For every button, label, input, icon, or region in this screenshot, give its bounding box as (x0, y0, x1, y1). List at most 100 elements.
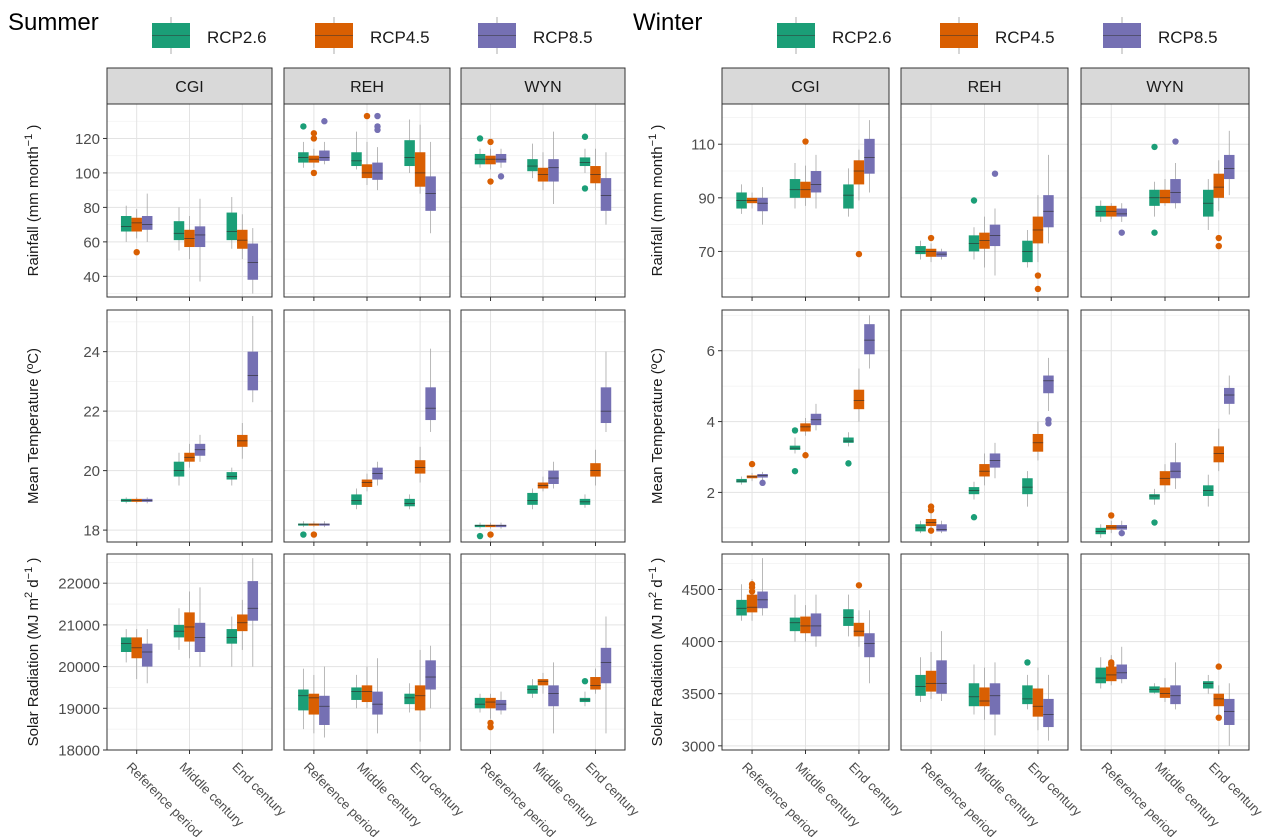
box-rcp85 (1116, 664, 1127, 680)
box-rcp85 (936, 524, 947, 532)
facet-strip-label: WYN (1146, 79, 1183, 96)
box-rcp85 (319, 695, 330, 725)
box-outlier (581, 677, 589, 685)
y-label-sup: 2 (23, 592, 35, 598)
box-rcp45 (590, 677, 601, 690)
box-rcp85 (194, 226, 206, 248)
box-rcp45 (746, 594, 758, 613)
box-outlier (310, 135, 318, 142)
box-outlier (927, 527, 935, 534)
box-rcp45 (979, 687, 990, 707)
box-rcp85 (141, 216, 153, 230)
box-rcp45 (1032, 688, 1044, 717)
season-summer: CGI 40 60 80 100 120 18 20 22 24 18000 19000 20000 21… (58, 67, 643, 837)
y-axis-labels: Rainfall (mm month−1 )Mean Temperature (… (23, 125, 666, 747)
box-rcp26 (1149, 494, 1160, 500)
y-label-text: ) (649, 125, 666, 134)
box-outlier (1118, 529, 1125, 537)
box-rcp85 (1116, 208, 1127, 217)
box-rcp45 (853, 160, 865, 185)
box-outlier (1034, 272, 1042, 279)
y-tick-label: 3500 (682, 686, 715, 703)
panel-temp-reh (283, 309, 451, 546)
box-outlier (791, 427, 799, 434)
box-rcp26 (843, 437, 854, 443)
y-axis-label-rad: Solar Radiation (MJ m2 d−1 ) (647, 558, 666, 747)
box-rcp26 (1203, 681, 1214, 689)
box-outlier (1024, 659, 1031, 666)
y-label-text: Rainfall (mm month (25, 146, 42, 276)
facet-strip-label: REH (350, 79, 384, 96)
y-label-text: Solar Radiation (MJ m (649, 598, 666, 746)
box-rcp45 (485, 697, 496, 709)
y-tick-label: 60 (83, 234, 100, 251)
legends: RCP2.6 RCP4.5 RCP8.5 RCP2.6 RCP4.5 RCP8.5 (152, 17, 1218, 54)
box-rcp26 (789, 179, 801, 198)
box-outlier (1108, 512, 1115, 519)
box-outlier (310, 130, 318, 137)
box-outlier (855, 582, 863, 589)
y-tick-label: 20 (83, 463, 100, 480)
box-outlier (927, 503, 935, 510)
y-tick-label: 110 (691, 137, 715, 154)
box-outlier (802, 452, 809, 459)
box-rcp26 (527, 159, 538, 172)
box-rcp26 (226, 212, 238, 241)
box-outlier (748, 460, 756, 468)
box-rcp26 (915, 246, 926, 255)
y-label-sup: −1 (647, 567, 659, 580)
y-tick-label: 21000 (58, 617, 100, 634)
box-rcp26 (789, 445, 801, 450)
box-rcp45 (361, 685, 373, 703)
facet-strip-label: CGI (791, 79, 819, 96)
facet-panels: CGI4060801001201820222418000190002000021… (58, 67, 1266, 837)
y-tick-label: 90 (698, 190, 715, 207)
panel-rain-wyn (1080, 103, 1250, 301)
box-outlier (1151, 229, 1158, 236)
y-axis-label-rain: Rainfall (mm month−1 ) (23, 125, 42, 277)
box-outlier (1215, 234, 1222, 242)
box-rcp85 (141, 643, 153, 667)
box-rcp45 (414, 685, 426, 711)
y-label-sup: 2 (647, 592, 659, 598)
y-tick-label: 100 (75, 165, 100, 182)
y-axis-label-rad: Solar Radiation (MJ m2 d−1 ) (23, 558, 42, 747)
box-rcp45 (361, 164, 373, 179)
facet-strip-cgi (106, 67, 273, 105)
box-outlier (476, 135, 484, 142)
panel-rain-reh (283, 103, 451, 301)
box-rcp26 (404, 140, 415, 167)
season-titles: Summer Winter (8, 9, 702, 36)
box-outlier (1215, 714, 1222, 721)
y-label-text: ) (649, 558, 666, 567)
box-outlier (487, 138, 494, 146)
box-rcp85 (600, 387, 612, 424)
box-outlier (759, 479, 766, 487)
box-rcp85 (548, 470, 559, 484)
y-label-text: Solar Radiation (MJ m (25, 598, 42, 746)
y-tick-label: 40 (83, 269, 100, 286)
box-rcp45 (308, 523, 320, 526)
box-rcp45 (1213, 173, 1225, 198)
box-rcp26 (474, 697, 486, 709)
box-rcp45 (361, 479, 373, 487)
box-rcp26 (736, 599, 747, 616)
box-outlier (374, 112, 381, 120)
y-label-text: ) (25, 558, 42, 567)
box-rcp26 (298, 689, 309, 711)
y-tick-label: 18 (83, 523, 100, 540)
box-outlier (748, 584, 756, 591)
legend-label: RCP2.6 (207, 28, 267, 47)
y-tick-label: 4 (707, 414, 715, 431)
box-rcp26 (404, 693, 415, 705)
y-label-sup: −1 (23, 134, 35, 147)
box-rcp26 (173, 461, 185, 477)
box-outlier (791, 467, 799, 475)
box-rcp85 (548, 159, 559, 182)
y-tick-label: 3000 (682, 738, 715, 755)
box-outlier (476, 532, 484, 540)
box-outlier (970, 514, 978, 521)
